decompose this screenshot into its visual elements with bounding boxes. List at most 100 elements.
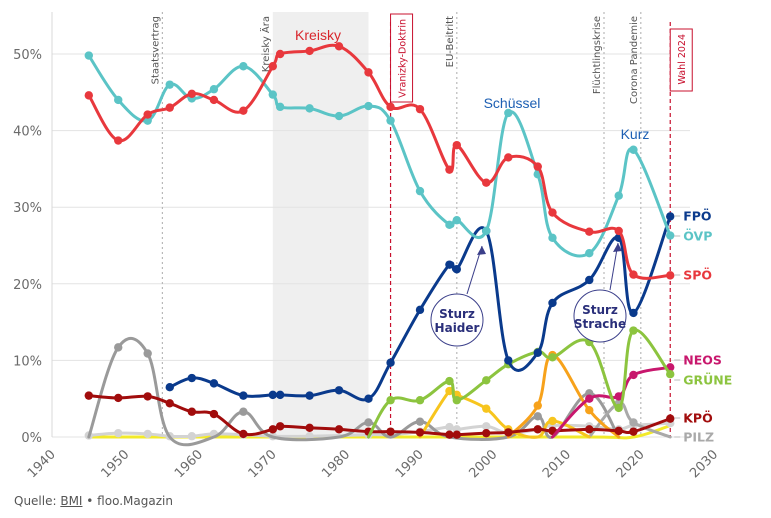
data-point xyxy=(666,212,675,221)
data-point xyxy=(482,404,491,413)
data-point xyxy=(268,62,277,71)
data-point xyxy=(187,89,197,99)
series-line-spö xyxy=(87,43,672,280)
y-tick-label: 20% xyxy=(13,278,42,293)
data-point xyxy=(334,111,344,121)
series-line-grüne xyxy=(366,328,672,439)
data-point xyxy=(585,425,594,434)
x-tick-label: 1960 xyxy=(172,447,206,481)
x-tick-label: 2020 xyxy=(614,447,648,481)
data-point xyxy=(533,412,542,421)
data-point xyxy=(482,428,491,438)
data-point xyxy=(415,396,425,405)
end-label-fpö: FPÖ xyxy=(683,209,711,224)
data-point xyxy=(548,416,557,426)
x-tick-label: 1990 xyxy=(393,447,427,481)
data-point xyxy=(209,85,219,94)
data-point xyxy=(452,430,461,439)
data-point xyxy=(165,399,174,408)
data-point xyxy=(482,422,491,431)
annotation-layer: KreiskySchüsselKurzSturzHaiderSturzStrac… xyxy=(295,27,649,347)
data-point xyxy=(386,427,395,436)
data-point xyxy=(239,407,248,416)
data-point xyxy=(666,231,675,240)
data-point xyxy=(504,153,513,162)
data-point xyxy=(452,396,461,405)
era-band-layer xyxy=(272,12,369,437)
data-point xyxy=(275,422,285,431)
data-point xyxy=(364,68,373,77)
data-point xyxy=(364,101,373,111)
annotation-kreisky: Kreisky xyxy=(295,27,341,43)
data-point xyxy=(114,428,123,438)
data-point xyxy=(143,392,152,401)
data-point xyxy=(415,104,425,114)
callout-text: Strache xyxy=(574,317,626,331)
y-tick-label: 40% xyxy=(13,125,42,140)
data-point xyxy=(548,298,557,308)
y-tick-label: 10% xyxy=(13,354,42,369)
data-point xyxy=(666,414,675,423)
data-point xyxy=(209,95,219,105)
data-point xyxy=(614,426,623,436)
series-neos xyxy=(550,363,675,439)
source-link-bmi[interactable]: BMI xyxy=(60,494,83,508)
data-point xyxy=(445,376,454,386)
arrow-head-icon xyxy=(613,243,622,252)
data-point xyxy=(504,428,513,437)
data-point xyxy=(629,270,638,279)
end-label-pilz: PILZ xyxy=(683,430,714,445)
series-övp xyxy=(84,51,675,258)
x-tick-label: 1940 xyxy=(25,447,59,481)
series-layer xyxy=(84,42,675,447)
end-label-kpö: KPÖ xyxy=(683,411,712,426)
data-point xyxy=(445,422,454,432)
data-point xyxy=(585,405,594,415)
data-point xyxy=(629,326,638,335)
data-point xyxy=(275,49,285,59)
data-point xyxy=(504,108,513,118)
data-point xyxy=(482,376,491,385)
data-point xyxy=(239,391,248,400)
data-point xyxy=(268,390,277,400)
end-label-neos: NEOS xyxy=(683,353,722,368)
data-point xyxy=(548,353,557,362)
data-point xyxy=(84,51,94,60)
data-point xyxy=(114,393,123,403)
y-tick-label: 50% xyxy=(13,48,42,63)
data-point xyxy=(114,136,123,145)
data-point xyxy=(143,110,152,119)
data-point xyxy=(268,90,277,99)
series-spö xyxy=(84,42,675,280)
y-tick-label: 0% xyxy=(21,431,42,446)
data-point xyxy=(533,348,542,357)
callout-circle xyxy=(573,289,627,343)
data-point xyxy=(585,394,594,403)
data-point xyxy=(305,423,314,433)
x-tick-label: 2010 xyxy=(540,447,574,481)
data-point xyxy=(187,373,197,383)
data-point xyxy=(209,409,219,419)
series-line-pilz xyxy=(587,401,672,439)
data-point xyxy=(415,417,425,426)
end-label-grüne: GRÜNE xyxy=(683,373,732,388)
data-point xyxy=(165,383,174,392)
source-prefix: Quelle: xyxy=(14,494,61,508)
source-suffix: • floo.Magazin xyxy=(82,494,173,508)
data-point xyxy=(445,220,454,230)
callout-text: Sturz xyxy=(582,303,618,317)
data-point xyxy=(629,427,638,436)
event-label: EU-Beitritt xyxy=(445,16,456,67)
data-point xyxy=(84,91,94,100)
data-point xyxy=(209,379,219,388)
event-label: Staatsvertrag xyxy=(150,16,161,84)
data-point xyxy=(165,80,174,89)
data-point xyxy=(386,396,395,405)
data-point xyxy=(364,418,373,427)
data-point xyxy=(666,369,675,379)
data-point xyxy=(334,425,344,434)
x-tick-label: 1970 xyxy=(246,447,280,481)
data-point xyxy=(239,429,248,439)
data-point xyxy=(445,430,454,439)
